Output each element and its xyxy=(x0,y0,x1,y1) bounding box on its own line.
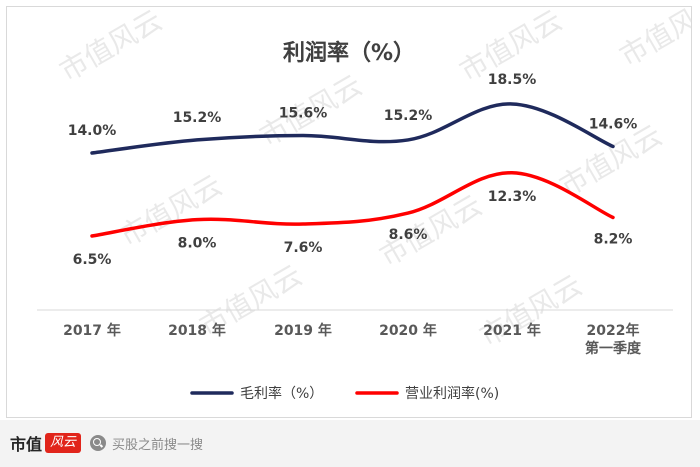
x-tick-label: 2021 年 xyxy=(483,322,541,339)
watermark-text: 市值风云 xyxy=(54,7,168,88)
data-label: 14.6% xyxy=(589,116,638,132)
legend-label: 毛利率（%） xyxy=(240,385,323,402)
data-label: 18.5% xyxy=(488,72,537,88)
footer-bar: 市值 风云 买股之前搜一搜 xyxy=(0,420,700,467)
search-placeholder: 买股之前搜一搜 xyxy=(112,437,204,453)
x-tick-label: 2019 年 xyxy=(274,322,332,339)
data-label: 6.5% xyxy=(73,252,112,268)
x-tick-label: 第一季度 xyxy=(585,340,642,357)
data-label: 8.6% xyxy=(389,227,428,243)
x-tick-label: 2020 年 xyxy=(379,322,437,339)
data-label: 8.0% xyxy=(178,236,217,252)
series-line xyxy=(90,102,615,155)
data-label: 12.3% xyxy=(488,189,537,205)
data-label: 7.6% xyxy=(284,240,323,256)
series-line xyxy=(90,171,615,238)
watermark-text: 市值风云 xyxy=(614,7,691,73)
data-label: 15.2% xyxy=(173,110,222,126)
search-icon xyxy=(90,435,106,451)
data-label: 15.6% xyxy=(279,106,328,122)
data-label: 8.2% xyxy=(594,231,633,247)
watermark-text: 市值风云 xyxy=(474,268,588,353)
brand-name: 市值 xyxy=(10,435,43,454)
x-tick-label: 2022年 xyxy=(587,322,640,339)
brand-logo-mark: 风云 xyxy=(45,433,82,453)
x-tick-label: 2017 年 xyxy=(63,322,121,339)
brand-logo[interactable]: 市值 风云 xyxy=(10,432,82,454)
x-tick-label: 2018 年 xyxy=(168,322,226,339)
data-label: 14.0% xyxy=(68,123,117,139)
search-box[interactable]: 买股之前搜一搜 xyxy=(90,431,240,455)
legend-label: 营业利润率(%) xyxy=(405,385,499,402)
data-label: 15.2% xyxy=(384,108,433,124)
chart-frame: 市值风云 市值风云 市值风云 市值风云 市值风云 市值风云 市值风云 市值风云 市值风云 利润率（… xyxy=(6,6,692,418)
chart-title: 利润率（%） xyxy=(283,40,415,66)
